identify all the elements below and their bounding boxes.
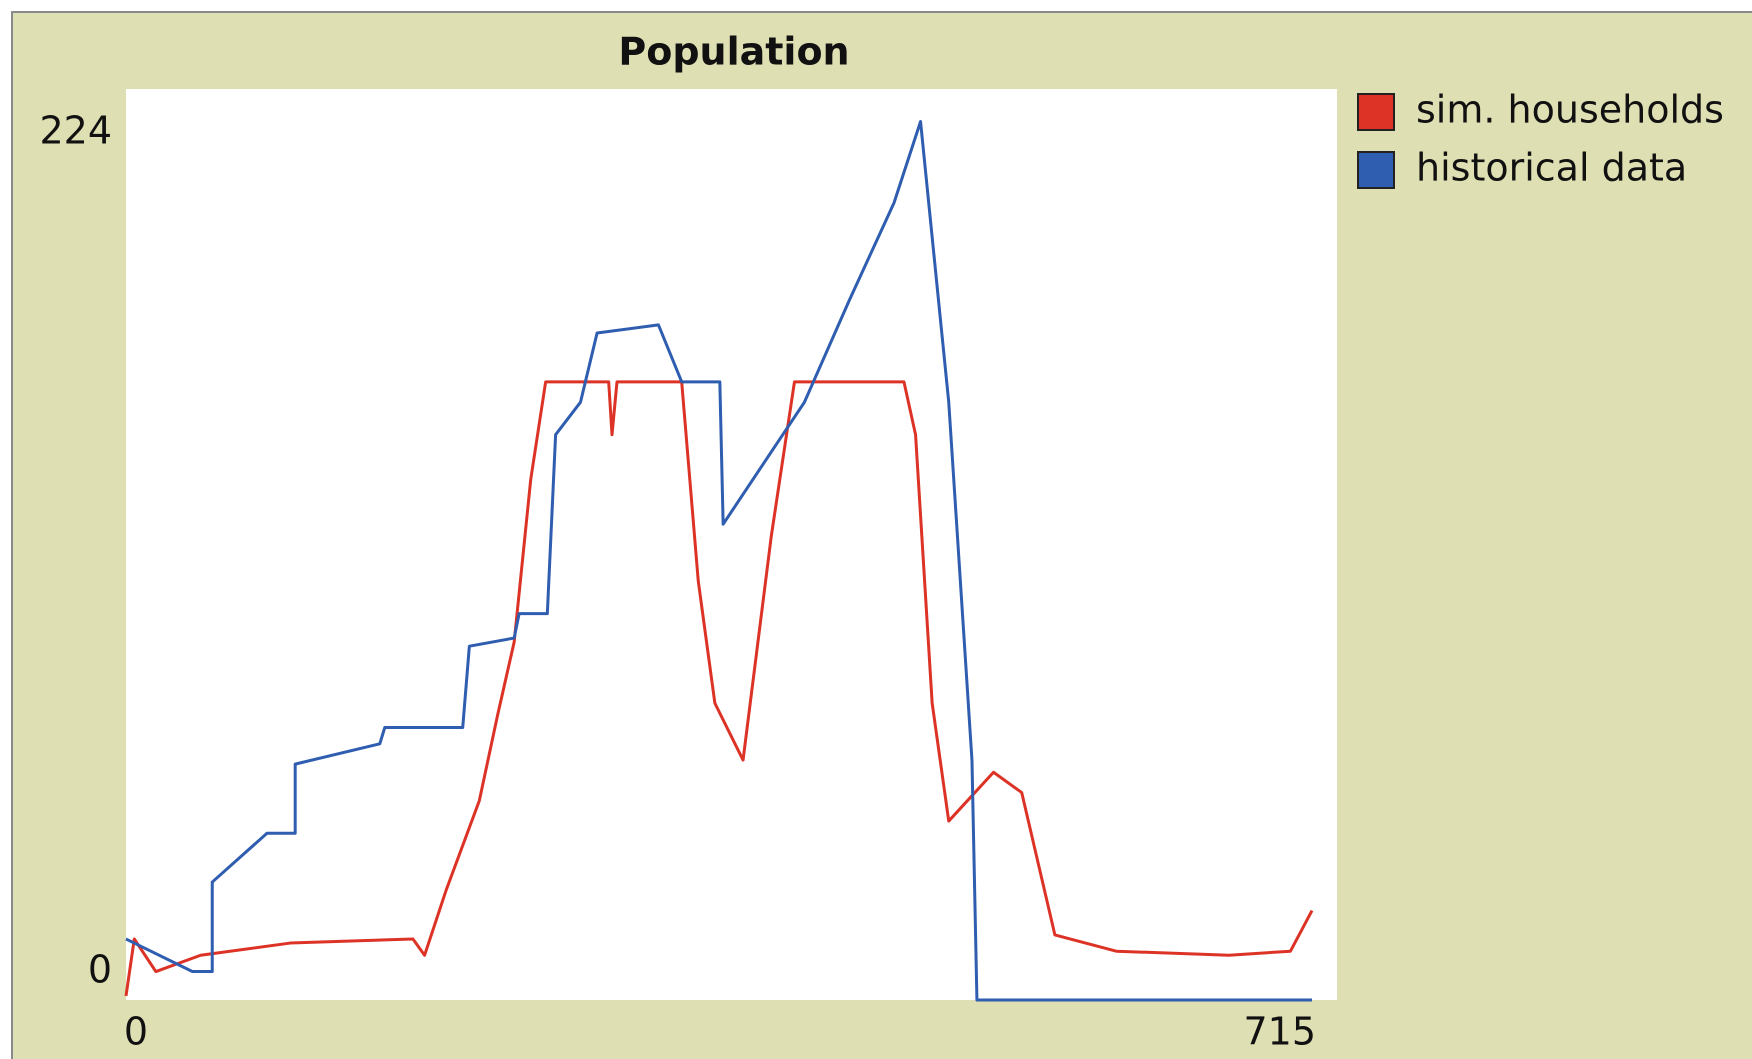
y-tick-label: 224 bbox=[39, 109, 112, 153]
legend-swatch bbox=[1357, 151, 1395, 189]
data-line bbox=[125, 120, 1312, 1002]
legend-swatch bbox=[1357, 93, 1395, 131]
y-tick-label: 0 bbox=[88, 948, 112, 992]
x-tick-label: 715 bbox=[1243, 1010, 1316, 1054]
x-tick-label: 0 bbox=[124, 1010, 148, 1054]
plot-area bbox=[126, 89, 1337, 1000]
chart-title: Population bbox=[618, 30, 849, 74]
legend-label: historical data bbox=[1416, 146, 1687, 190]
legend-label: sim. households bbox=[1416, 88, 1724, 132]
